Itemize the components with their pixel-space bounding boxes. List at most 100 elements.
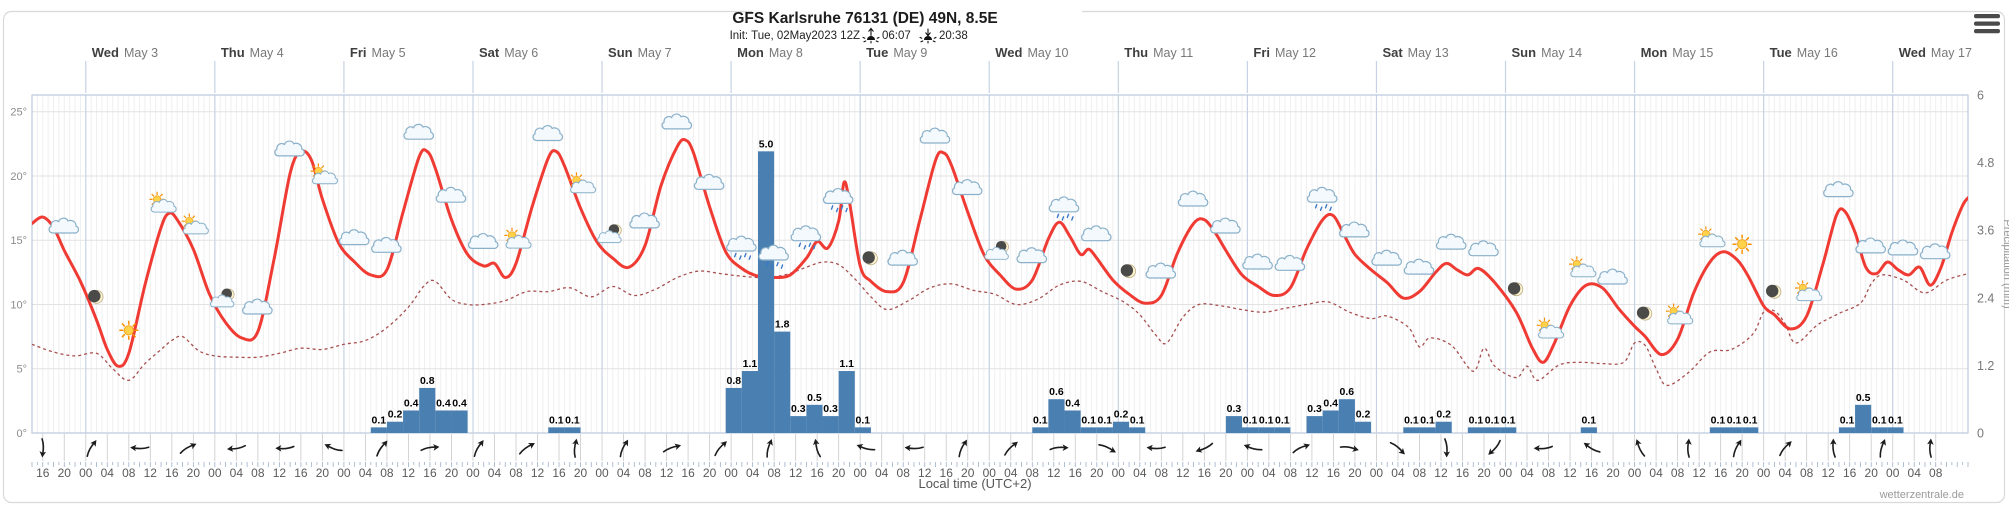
- precip-bar: [1338, 399, 1355, 433]
- cloud-shape: [790, 225, 822, 242]
- hour-label: 00: [208, 466, 222, 480]
- cloud-icon: [403, 123, 434, 140]
- precip-tick-label: 2.4: [1977, 291, 1994, 305]
- wind-arrow-head: [1635, 439, 1642, 447]
- wind-arrow-head: [1443, 451, 1451, 458]
- wind-arrow-icon: [39, 438, 47, 458]
- sun-cloud-icon: [568, 172, 597, 194]
- hour-label: 16: [165, 466, 179, 480]
- suncloud-cloud: [1667, 310, 1694, 325]
- cloud-shape: [1919, 243, 1951, 260]
- cloud-shape: [629, 212, 660, 229]
- temp-tick-label: 5°: [16, 364, 27, 376]
- wind-arrow-icon: [179, 443, 197, 454]
- precip-bar: [403, 410, 420, 433]
- rain-drops: [1314, 203, 1332, 212]
- cloud-shape: [1699, 233, 1726, 248]
- wind-arrow-head: [622, 439, 629, 447]
- moon-dark: [1120, 264, 1134, 277]
- menu-button[interactable]: [1968, 8, 2006, 42]
- cloud-shape: [1435, 233, 1467, 250]
- precip-tick-label: 1.2: [1977, 359, 1994, 373]
- cloud-icon: [1597, 268, 1628, 285]
- wind-arrow-head: [904, 444, 911, 452]
- precip-bar: [1048, 399, 1065, 433]
- hour-label: 20: [1348, 466, 1362, 480]
- precip-value-label: 0.1: [549, 414, 564, 426]
- temperature-line: [32, 137, 1968, 368]
- hour-label: 08: [1671, 466, 1685, 480]
- sun-cloud-icon: [1536, 317, 1565, 339]
- sun-ray: [1676, 305, 1680, 309]
- precip-bars: 0.1 0.20.40.80.4 0.40.1 0.10.81.15.01.80.30…: [370, 138, 1904, 434]
- precip-value-label: 0.2: [1356, 409, 1371, 421]
- precip-bar: [806, 404, 823, 433]
- precip-bar: [1419, 427, 1436, 433]
- cloud-icon: [887, 249, 918, 266]
- hour-label: 20: [58, 466, 72, 480]
- day-label: Thu May 11: [1124, 45, 1193, 60]
- rain-cloud-icon: [790, 225, 822, 250]
- day-weekday: Tue: [866, 45, 888, 60]
- cloud-icon: [1339, 221, 1370, 238]
- precip-bar: [1484, 427, 1501, 433]
- precip-value-label: 0.4: [1323, 397, 1338, 409]
- wind-arrow-head: [1927, 438, 1934, 445]
- day-date: May 6: [504, 46, 538, 60]
- sun-ray: [579, 174, 583, 178]
- cloud-shape: [1242, 253, 1273, 270]
- precip-tick-label: 0: [1977, 427, 1984, 441]
- cloud-shape: [726, 235, 757, 252]
- wind-arrow-head: [1146, 444, 1153, 452]
- cloud-icon: [1371, 249, 1402, 266]
- wind-arrow-head: [527, 442, 535, 449]
- hour-label: 04: [230, 466, 244, 480]
- day-weekday: Sat: [1382, 45, 1403, 60]
- day-date: May 11: [1153, 46, 1193, 60]
- sun-ray: [1667, 305, 1671, 309]
- sun-disc: [1736, 239, 1748, 250]
- hour-label: 04: [488, 466, 502, 480]
- temp-tick-label: 15°: [10, 235, 27, 247]
- precip-value-label: 0.2: [1436, 409, 1451, 421]
- wind-arrows: [39, 438, 1934, 458]
- temp-tick-label: 10°: [10, 299, 27, 311]
- day-weekday: Sun: [608, 45, 633, 60]
- cloud-icon: [1177, 190, 1209, 207]
- cloud-shape: [182, 220, 209, 235]
- wind-arrow-head: [1488, 448, 1495, 455]
- hour-label: 04: [1133, 466, 1147, 480]
- rain-cloud-icon: [822, 187, 854, 213]
- cloud-shape: [1048, 196, 1080, 213]
- hour-label: 20: [1090, 466, 1104, 480]
- chart-graphics: Wed May 3 Thu May 4 Fri May 5 Sat May 6 Sun May 7…: [10, 45, 1994, 480]
- wind-arrow-head: [1879, 438, 1886, 446]
- hour-label: 04: [1004, 466, 1018, 480]
- wind-arrow-icon: [1443, 438, 1451, 458]
- wind-arrow-head: [433, 444, 440, 451]
- precip-value-label: 0.3: [791, 403, 806, 415]
- precip-value-label: 0.1: [1404, 414, 1419, 426]
- day-label: Sun May 7: [608, 45, 672, 60]
- sun-ray: [570, 174, 574, 178]
- sun-disc: [123, 325, 134, 336]
- cloud-shape: [505, 234, 532, 249]
- hour-label: 04: [1908, 466, 1922, 480]
- x-axis-title: Local time (UTC+2): [918, 476, 1031, 491]
- hour-label: 04: [746, 466, 760, 480]
- wind-arrow-icon: [1292, 443, 1311, 454]
- wind-arrow-icon: [766, 438, 773, 458]
- hour-label: 00: [1370, 466, 1384, 480]
- cloud-icon: [532, 125, 564, 142]
- precip-axis-title: Precipitation (mm): [2001, 219, 2009, 308]
- suncloud-cloud: [1796, 287, 1823, 302]
- hour-label: 04: [1391, 466, 1405, 480]
- precip-bar: [1064, 410, 1081, 433]
- day-date: May 12: [1275, 46, 1316, 60]
- hour-label: 00: [337, 466, 351, 480]
- hour-label: 12: [918, 466, 932, 480]
- rain-drops: [1056, 213, 1074, 221]
- wind-arrow-head: [1829, 438, 1837, 445]
- cloud-shape: [1667, 310, 1694, 325]
- hour-label: 20: [1477, 466, 1491, 480]
